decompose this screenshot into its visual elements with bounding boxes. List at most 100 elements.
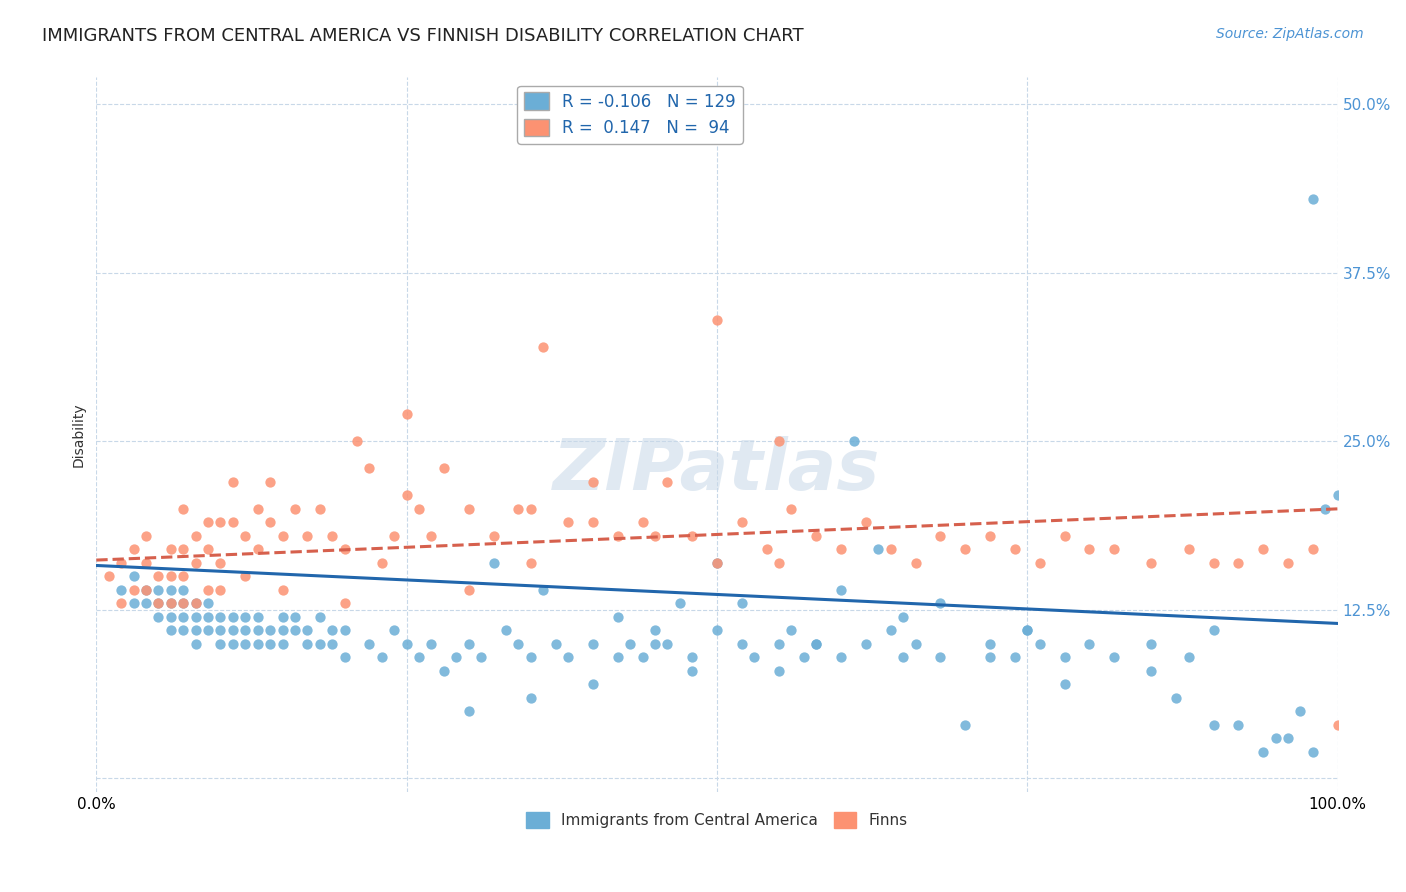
Point (731, 637, 754, 651)
Point (731, 596, 754, 610)
Point (1140, 664, 1163, 678)
Point (246, 637, 269, 651)
Point (284, 501, 307, 516)
Point (955, 717, 977, 731)
Point (172, 596, 194, 610)
Point (333, 542, 356, 557)
Point (321, 529, 343, 543)
Point (681, 529, 703, 543)
Point (768, 556, 790, 570)
Point (148, 596, 170, 610)
Point (333, 623, 356, 637)
Point (1053, 529, 1076, 543)
Point (297, 637, 319, 651)
Point (308, 637, 330, 651)
Point (433, 664, 456, 678)
Point (172, 569, 194, 583)
Point (184, 529, 207, 543)
Point (321, 637, 343, 651)
Point (929, 596, 952, 610)
Point (110, 596, 132, 610)
Point (1289, 704, 1312, 718)
Point (520, 650, 543, 665)
Point (457, 704, 479, 718)
Point (197, 542, 219, 557)
Point (346, 434, 368, 449)
Point (731, 516, 754, 530)
Point (1326, 717, 1348, 731)
Point (271, 529, 294, 543)
Point (172, 596, 194, 610)
Point (259, 516, 281, 530)
Point (271, 623, 294, 637)
Point (259, 637, 281, 651)
Point (1004, 542, 1026, 557)
Point (457, 501, 479, 516)
Point (830, 582, 852, 597)
Point (482, 556, 505, 570)
Point (222, 637, 245, 651)
Point (321, 623, 343, 637)
Point (631, 650, 654, 665)
Point (209, 556, 232, 570)
Point (780, 501, 803, 516)
Point (246, 501, 269, 516)
Point (259, 475, 281, 489)
Point (159, 623, 181, 637)
Point (395, 408, 418, 422)
Point (197, 609, 219, 624)
Point (557, 650, 579, 665)
Point (110, 582, 132, 597)
Point (755, 542, 778, 557)
Text: ZIPatlas: ZIPatlas (554, 436, 880, 505)
Point (531, 582, 554, 597)
Point (855, 637, 877, 651)
Point (482, 529, 505, 543)
Point (520, 501, 543, 516)
Point (955, 542, 977, 557)
Point (135, 582, 157, 597)
Point (606, 529, 628, 543)
Point (891, 609, 914, 624)
Point (246, 623, 269, 637)
Point (122, 582, 145, 597)
Point (806, 529, 828, 543)
Point (433, 461, 456, 475)
Point (1017, 623, 1039, 637)
Point (246, 609, 269, 624)
Point (1017, 623, 1039, 637)
Point (780, 623, 803, 637)
Point (172, 542, 194, 557)
Point (308, 501, 330, 516)
Point (172, 582, 194, 597)
Point (531, 340, 554, 354)
Point (420, 637, 443, 651)
Point (1251, 745, 1274, 759)
Point (793, 650, 815, 665)
Y-axis label: Disability: Disability (72, 402, 86, 467)
Point (1302, 542, 1324, 557)
Point (359, 637, 381, 651)
Point (706, 556, 728, 570)
Point (197, 596, 219, 610)
Point (284, 609, 307, 624)
Point (233, 637, 256, 651)
Point (110, 556, 132, 570)
Point (768, 637, 790, 651)
Point (297, 623, 319, 637)
Point (742, 650, 765, 665)
Point (768, 664, 790, 678)
Point (1102, 650, 1125, 665)
Point (495, 623, 517, 637)
Point (657, 637, 679, 651)
Point (172, 623, 194, 637)
Point (172, 609, 194, 624)
Point (606, 609, 628, 624)
Point (271, 609, 294, 624)
Point (148, 582, 170, 597)
Point (209, 582, 232, 597)
Point (891, 650, 914, 665)
Point (880, 542, 903, 557)
Point (1078, 637, 1101, 651)
Point (148, 609, 170, 624)
